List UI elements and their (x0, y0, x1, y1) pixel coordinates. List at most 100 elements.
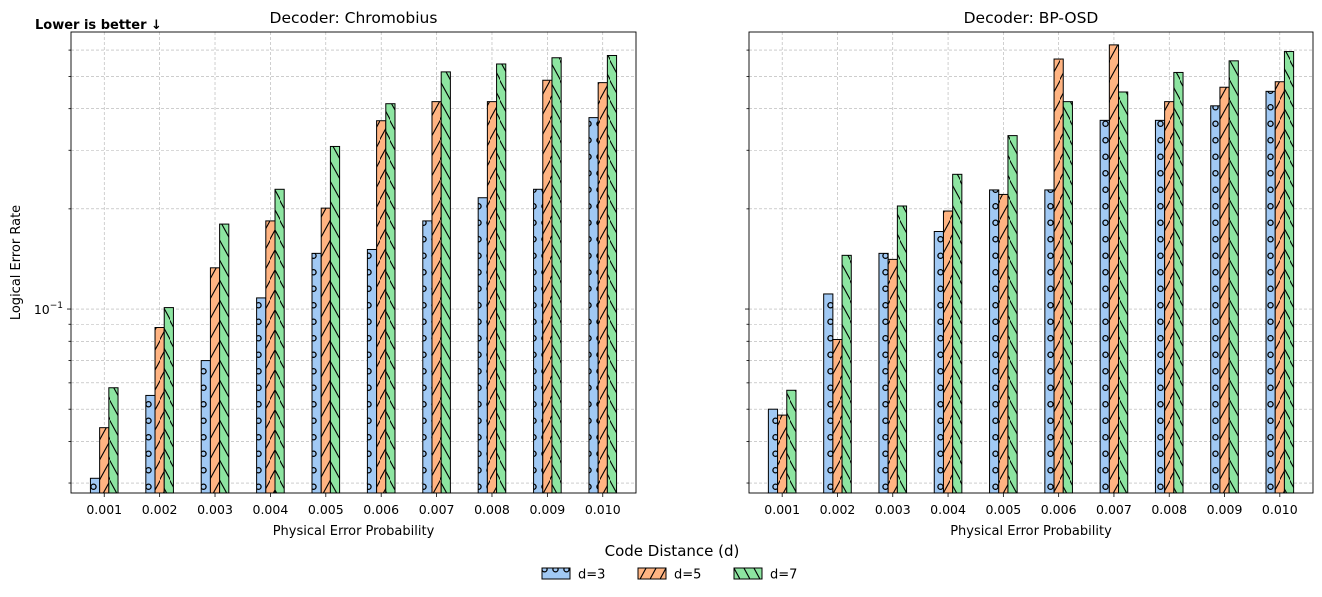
bar-d-5-0-007 (1108, 44, 1120, 494)
x-tick-label: 0.005 (308, 502, 344, 517)
bar-d-7-0-006 (1062, 101, 1073, 494)
chart-bp-osd: 0.001 0.002 0.003 0.004 0.005 0.006 0.007 0.008… (745, 9, 1314, 539)
bar-d-5-0-010 (597, 82, 608, 494)
legend-title: Code Distance (d) (605, 542, 740, 560)
bar-d-3-0-004 (256, 297, 267, 494)
bar-d-7-0-009 (551, 57, 562, 494)
bar-d-5-0-006 (1053, 58, 1064, 494)
bar-d-5-0-002 (832, 338, 843, 494)
bar-d-5-0-003 (209, 267, 221, 494)
x-tick-label: 0.008 (1151, 502, 1187, 517)
bar-d-7-0-008 (496, 63, 507, 494)
x-tick-label: 0.005 (985, 502, 1021, 517)
bar-d-3-0-007 (422, 220, 433, 494)
bar-d-7-0-002 (163, 307, 174, 494)
plot-frame (70, 31, 637, 494)
bar-d-3-0-006 (366, 248, 378, 494)
chart-chromobius: 0.001 0.002 0.003 0.004 0.005 0.006 0.007 0.008… (9, 9, 637, 539)
bar-d-7-0-004 (274, 188, 285, 494)
x-tick-label: 0.010 (585, 502, 621, 517)
y-tick-label: 10−1 (34, 301, 63, 317)
bar-d-5-0-001 (777, 414, 788, 494)
bar-d-3-0-003 (200, 360, 211, 494)
bar-d-3-0-005 (311, 252, 322, 494)
bar-d-3-0-007 (1099, 119, 1110, 494)
x-tick-label: 0.004 (253, 502, 289, 517)
plot-frame (748, 31, 1314, 494)
bar-d-7-0-003 (219, 223, 230, 494)
legend-label-d-7: d=7 (770, 568, 797, 583)
legend-swatch-d-7 (733, 567, 763, 580)
bar-d-7-0-006 (385, 103, 396, 494)
bar-d-3-0-006 (1044, 189, 1055, 494)
bar-d-7-0-010 (606, 54, 618, 494)
bar-d-7-0-008 (1173, 71, 1184, 494)
bar-d-5-0-003 (887, 258, 898, 494)
x-tick-label: 0.008 (474, 502, 510, 517)
bar-d-5-0-006 (376, 120, 387, 494)
x-tick-label: 0.010 (1262, 502, 1298, 517)
chart-title: Decoder: BP-OSD (964, 9, 1099, 27)
x-tick-label: 0.009 (1207, 502, 1243, 517)
bar-d-3-0-009 (533, 188, 544, 494)
bar-d-5-0-002 (154, 327, 165, 494)
bar-d-7-0-005 (329, 145, 341, 494)
bar-d-7-0-001 (786, 389, 797, 494)
bar-d-5-0-009 (1219, 86, 1230, 494)
figure-note: Lower is better ↓ (35, 18, 162, 33)
bar-d-7-0-002 (841, 254, 852, 494)
bar-d-5-0-005 (998, 193, 1009, 494)
bar-d-7-0-001 (108, 387, 119, 494)
legend-label-d-5: d=5 (674, 568, 701, 583)
x-tick-label: 0.009 (529, 502, 565, 517)
legend: Code Distance (d) d=3 d=5 d=7 (541, 542, 797, 583)
bar-d-3-0-008 (477, 197, 488, 494)
bar-d-3-0-002 (145, 394, 156, 494)
x-tick-label: 0.002 (820, 502, 856, 517)
bar-d-3-0-003 (878, 252, 889, 494)
x-tick-label: 0.006 (1041, 502, 1077, 517)
bar-d-5-0-009 (542, 79, 553, 494)
bar-d-3-0-008 (1154, 119, 1166, 494)
bar-d-7-0-003 (896, 205, 908, 494)
x-tick-label: 0.002 (142, 502, 178, 517)
bar-d-7-0-007 (440, 71, 451, 494)
bar-d-3-0-001 (767, 408, 779, 494)
bar-d-7-0-005 (1007, 135, 1018, 494)
bar-d-5-0-008 (486, 101, 498, 494)
bar-d-5-0-010 (1274, 81, 1285, 494)
bar-d-7-0-009 (1228, 60, 1239, 494)
bar-d-3-0-005 (989, 189, 1000, 494)
x-tick-label: 0.001 (86, 502, 122, 517)
bar-d-5-0-004 (942, 210, 954, 494)
x-tick-label: 0.007 (419, 502, 455, 517)
x-axis-label: Physical Error Probability (950, 524, 1112, 539)
bar-d-3-0-004 (933, 230, 944, 494)
bar-d-7-0-007 (1118, 91, 1129, 494)
bar-d-5-0-004 (265, 220, 276, 494)
bar-d-3-0-009 (1210, 105, 1221, 494)
x-tick-label: 0.003 (875, 502, 911, 517)
bar-d-7-0-010 (1283, 51, 1295, 494)
x-tick-label: 0.003 (197, 502, 233, 517)
y-axis-label: Logical Error Rate (9, 205, 24, 320)
x-axis-label: Physical Error Probability (273, 524, 435, 539)
x-tick-label: 0.001 (764, 502, 800, 517)
bar-d-3-0-010 (1265, 90, 1276, 494)
bar-d-7-0-004 (952, 173, 963, 494)
bar-d-3-0-002 (823, 293, 834, 494)
legend-swatch-d-3 (541, 567, 571, 580)
chart-title: Decoder: Chromobius (270, 9, 438, 27)
bar-d-5-0-001 (99, 427, 110, 494)
bar-d-5-0-007 (431, 101, 442, 494)
bar-d-5-0-005 (320, 207, 331, 494)
bar-d-3-0-001 (89, 477, 101, 494)
x-tick-label: 0.007 (1096, 502, 1132, 517)
bar-d-5-0-008 (1164, 101, 1175, 494)
legend-swatch-d-5 (637, 567, 667, 580)
x-tick-label: 0.004 (930, 502, 966, 517)
bar-d-3-0-010 (588, 117, 599, 494)
x-tick-label: 0.006 (363, 502, 399, 517)
legend-label-d-3: d=3 (578, 568, 605, 583)
